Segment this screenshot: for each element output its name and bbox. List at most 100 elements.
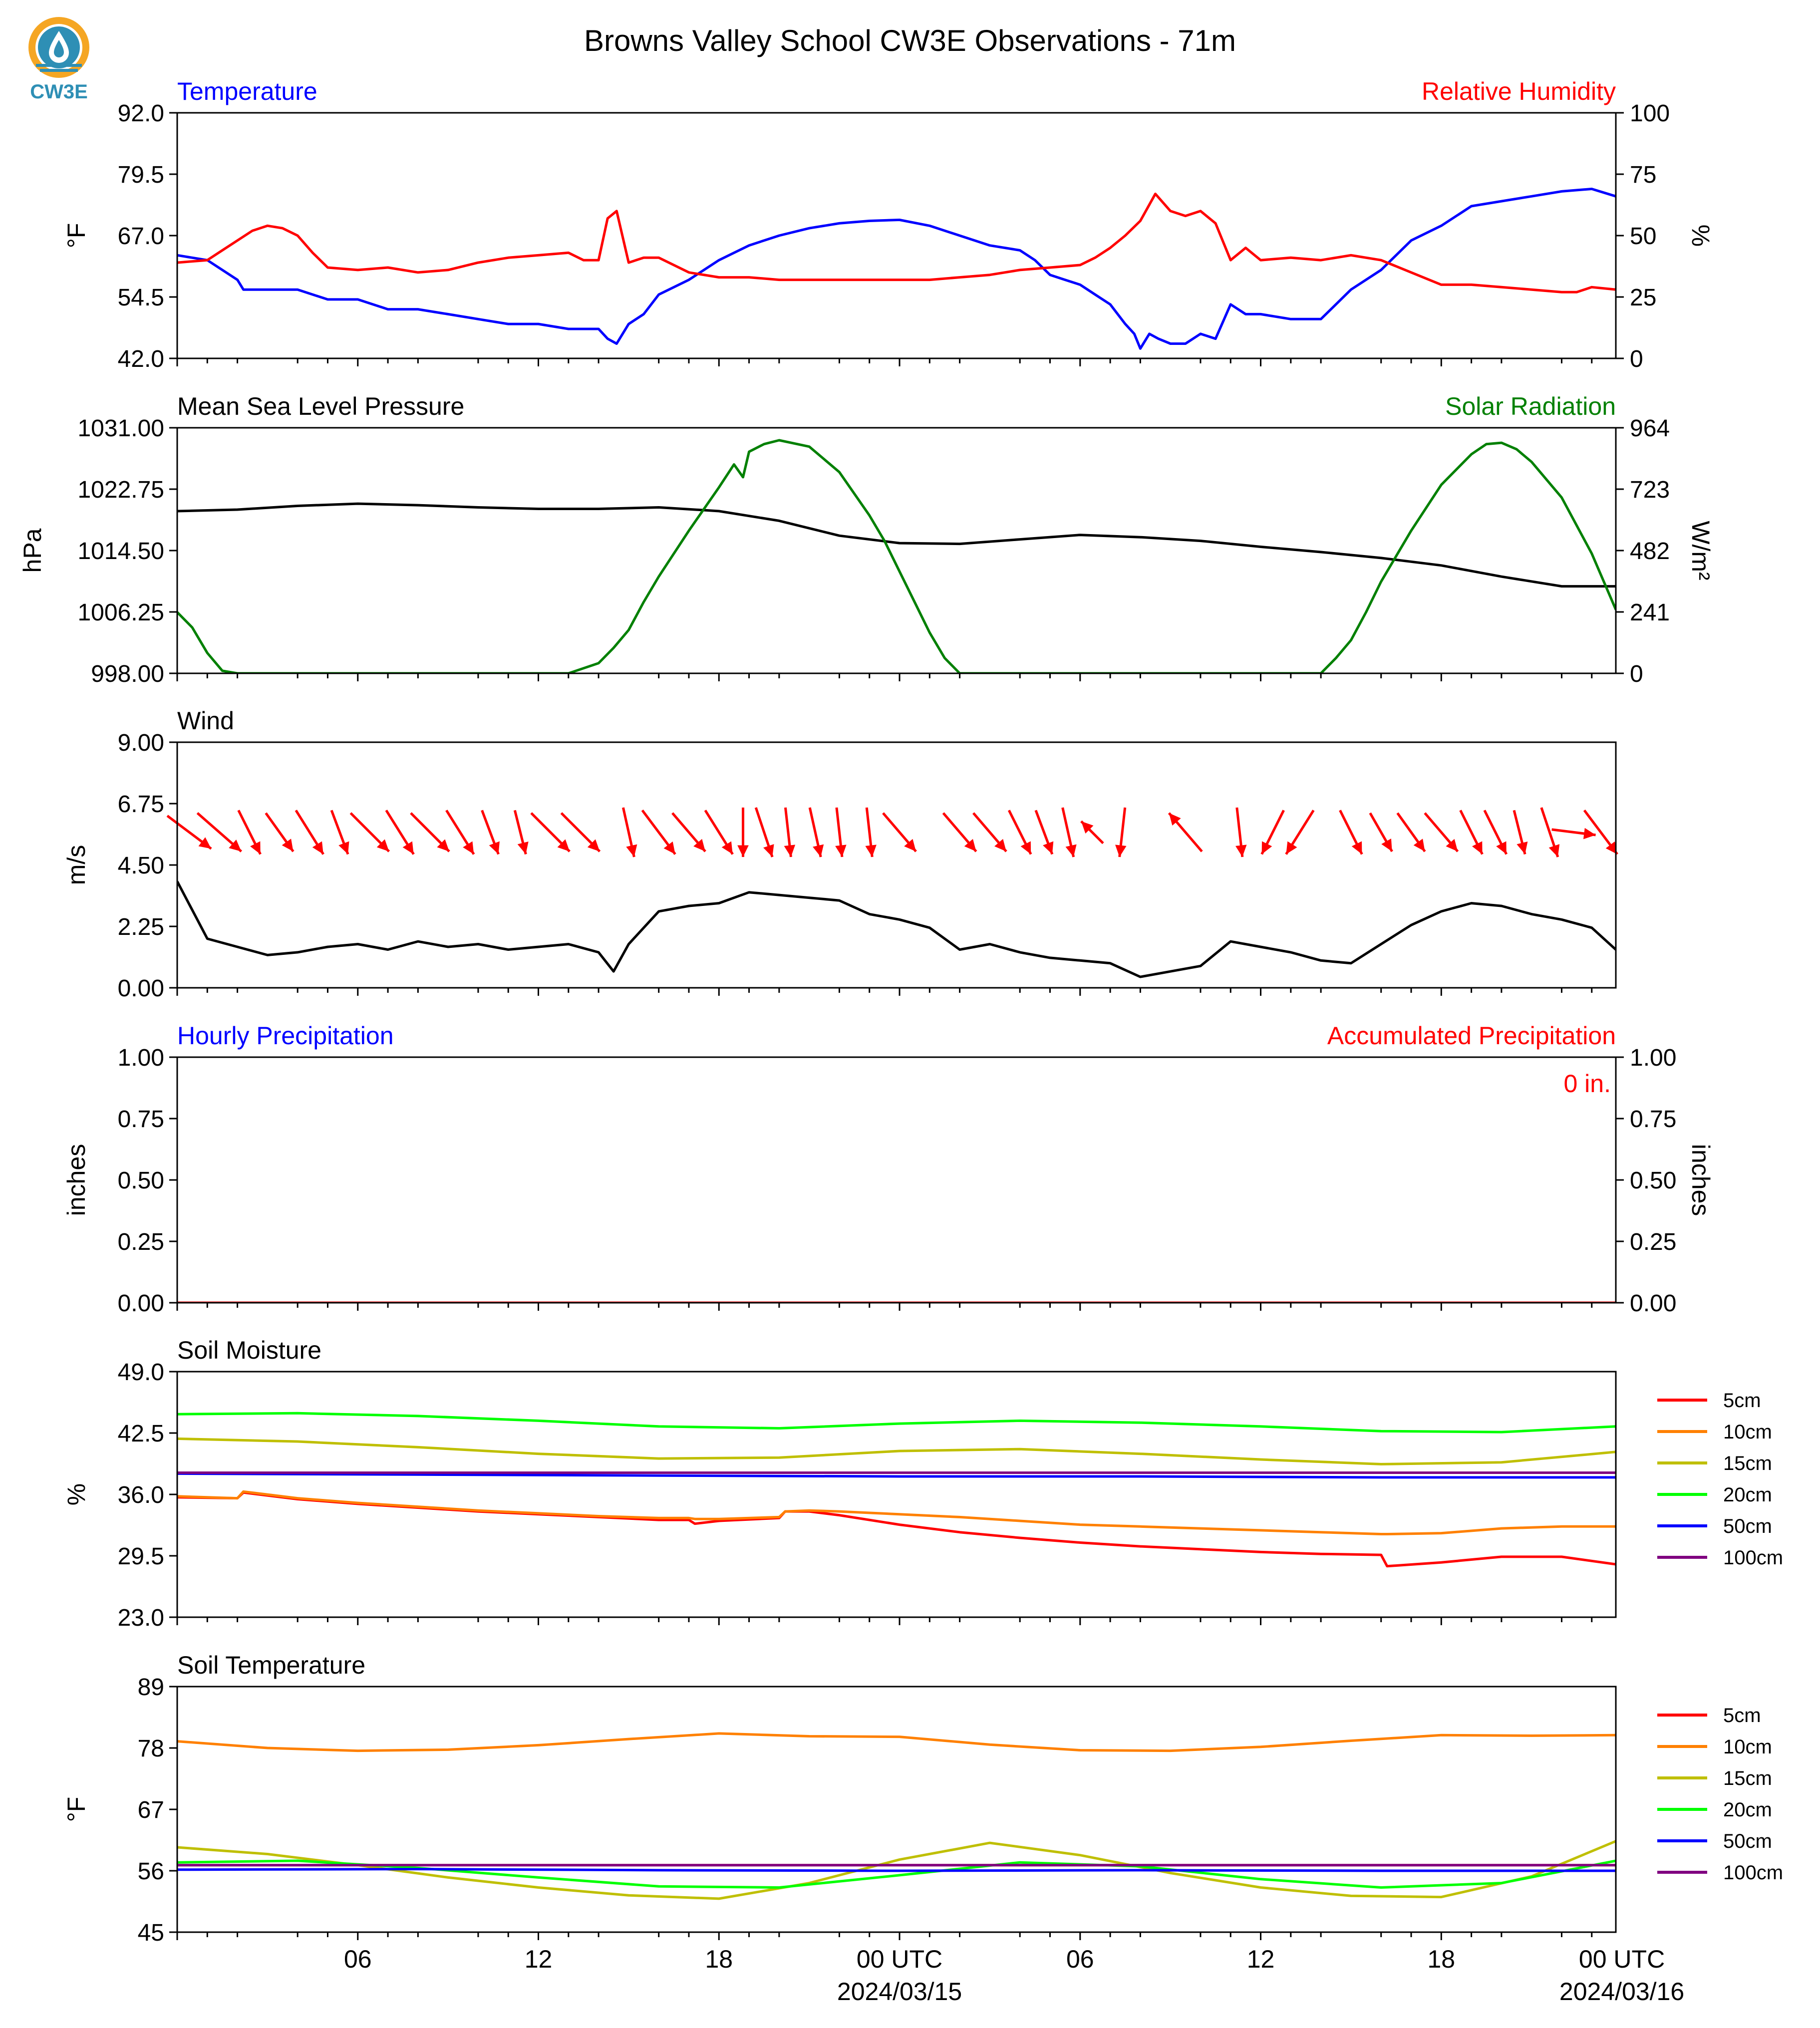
panel-soil-moisture: 49.0 42.5 36.0 29.5 23.0% Soil Moisture 5cm 10c… (62, 1336, 1783, 1631)
y-tick-label: 29.5 (118, 1543, 164, 1570)
wind-arrow (1168, 812, 1203, 853)
y-tick-label: 78 (138, 1736, 164, 1762)
wind-arrow (1007, 810, 1032, 855)
series-line-temp-rh-1 (177, 192, 1616, 293)
legend-label: 10cm (1723, 1736, 1772, 1758)
y2-axis-label: inches (1687, 1144, 1715, 1216)
y-tick-label: 0.75 (118, 1106, 164, 1133)
y-tick-label: 1014.50 (77, 538, 164, 565)
wind-arrow (882, 812, 917, 853)
x-tick-label: 00 UTC (1579, 1945, 1665, 1973)
y2-tick-label: 0.00 (1630, 1290, 1676, 1317)
panel-right-title: Solar Radiation (1445, 392, 1616, 420)
series-line-10cm (177, 1490, 1616, 1535)
wind-arrow (942, 812, 977, 853)
y2-tick-label: 25 (1630, 285, 1656, 311)
wind-arrow (1080, 820, 1104, 845)
wind-arrow (1369, 812, 1393, 853)
wind-arrow (1513, 810, 1528, 855)
y-tick-label: 92.0 (118, 100, 164, 127)
series-line-15cm (177, 1840, 1616, 1900)
y-axis-label: hPa (18, 528, 46, 573)
panel-left-title: Hourly Precipitation (177, 1022, 394, 1050)
wind-arrow (621, 807, 637, 858)
panel-right-title: Relative Humidity (1422, 77, 1616, 105)
panel-left-title: Temperature (177, 77, 317, 105)
wind-arrow (1396, 812, 1426, 853)
wind-arrow (445, 810, 475, 855)
legend-label: 100cm (1723, 1862, 1783, 1884)
wind-arrow (784, 807, 796, 858)
chart-panels: 92.0 79.5 67.0 54.5 42.0 100 75 50 25 0 °F % Tempera… (18, 77, 1783, 1946)
x-tick-label: 12 (525, 1945, 553, 1973)
cw3e-logo: CW3E (28, 17, 89, 103)
panel-right-title: Accumulated Precipitation (1327, 1022, 1616, 1050)
y-tick-label: 0.50 (118, 1167, 164, 1194)
y-tick-label: 998.00 (91, 661, 164, 687)
y2-axis-label: % (1687, 225, 1715, 247)
wind-arrow (513, 810, 529, 855)
legend-label: 100cm (1723, 1547, 1783, 1569)
panel-wind: 9.00 6.75 4.50 2.25 0.00 m/s Wind (62, 707, 1618, 1002)
wind-arrow (410, 812, 450, 853)
y-axis-label: % (62, 1483, 90, 1505)
legend-label: 50cm (1723, 1515, 1772, 1537)
y2-tick-label: 0.75 (1630, 1106, 1676, 1133)
y2-tick-label: 723 (1630, 477, 1670, 503)
wind-arrow (1459, 810, 1484, 855)
y2-tick-label: 241 (1630, 599, 1670, 626)
y-tick-label: 6.75 (118, 791, 164, 818)
series-line-50cm (177, 1472, 1616, 1479)
series-line-50cm (177, 1868, 1616, 1872)
wind-arrow (196, 812, 243, 853)
series-line-temp-rh-0 (177, 188, 1616, 350)
y-tick-label: 36.0 (118, 1482, 164, 1508)
y2-tick-label: 75 (1630, 162, 1656, 188)
cw3e-drop-logo-icon (28, 17, 89, 78)
y-tick-label: 1006.25 (77, 599, 164, 626)
y-axis-label: °F (62, 223, 90, 249)
y2-tick-label: 0 (1630, 661, 1643, 687)
y2-tick-label: 0.25 (1630, 1229, 1676, 1255)
series-line-10cm (177, 1732, 1616, 1752)
y-tick-label: 2.25 (118, 914, 164, 940)
y2-tick-label: 1.00 (1630, 1045, 1676, 1071)
panel-precip: 1.00 0.75 0.50 0.25 0.00 1.00 0.75 0.50 0.25 0.00… (62, 1022, 1715, 1317)
wind-arrow (349, 812, 390, 853)
wind-arrow (295, 810, 324, 855)
wind-arrow (1424, 812, 1459, 853)
x-tick-label: 06 (344, 1945, 372, 1973)
y-tick-label: 4.50 (118, 853, 164, 879)
y-tick-label: 23.0 (118, 1605, 164, 1631)
plot-frame (176, 741, 1617, 989)
logo-text: CW3E (30, 81, 88, 103)
wind-arrow (1285, 810, 1315, 855)
legend: 5cm 10cm 15cm 20cm 50cm 100cm (1657, 1705, 1783, 1884)
y-tick-label: 56 (138, 1858, 164, 1885)
series-line-pressure-solar-1 (177, 439, 1616, 673)
legend: 5cm 10cm 15cm 20cm 50cm 100cm (1657, 1390, 1783, 1569)
wind-arrow (1483, 810, 1508, 855)
y-tick-label: 45 (138, 1920, 164, 1946)
wind-arrow (1061, 807, 1077, 858)
wind-arrow (481, 810, 500, 855)
y-tick-label: 0.25 (118, 1229, 164, 1255)
wind-arrow (1034, 810, 1054, 855)
legend-label: 15cm (1723, 1452, 1772, 1474)
wind-arrow (704, 810, 734, 855)
y-tick-label: 49.0 (118, 1359, 164, 1386)
legend-label: 15cm (1723, 1767, 1772, 1789)
panel-soil-temperature: 89 78 67 56 45 °F Soil Temperature 5cm 10cm 15cm 2… (62, 1651, 1783, 1946)
y-axis-label: m/s (62, 845, 90, 885)
wind-arrow (808, 807, 824, 858)
x-tick-label: 12 (1247, 1945, 1275, 1973)
plot-frame (176, 1056, 1617, 1304)
wind-arrow (237, 810, 262, 855)
y-axis-label: °F (62, 1797, 90, 1822)
plot-frame (176, 112, 1617, 359)
wind-arrow (1339, 810, 1363, 855)
wind-arrow (1235, 807, 1247, 858)
wind-arrow (560, 812, 601, 853)
y-tick-label: 0.00 (118, 1290, 164, 1317)
